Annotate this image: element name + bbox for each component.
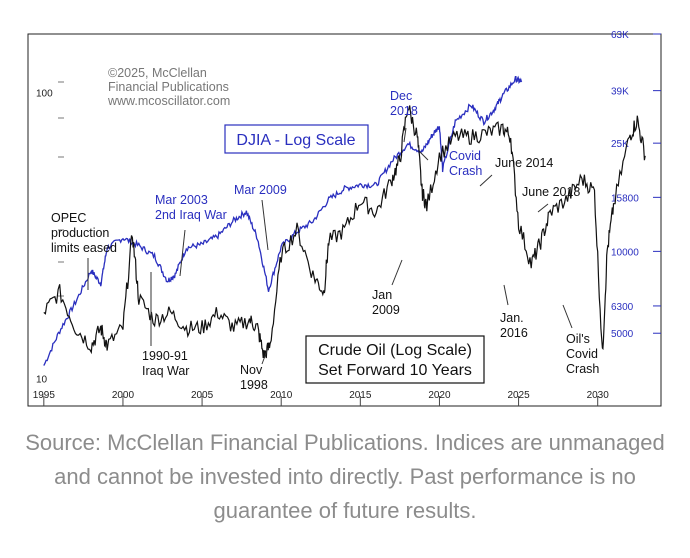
oil-label-line: Crude Oil (Log Scale) [318,342,472,359]
x-tick-label: 2030 [587,390,610,401]
x-tick-label: 2020 [428,390,451,401]
annotation-label: OPEC production limits eased [51,211,117,255]
annotation-pointers [87,127,573,365]
pointer-jan2009 [391,259,403,286]
y-right-tick-label: 39K [611,87,629,98]
pointer-mar2003 [179,229,186,277]
djia-title-box [224,124,369,154]
oil-label-box [305,335,485,384]
chart: 1995 2000 2005 2010 2015 2020 2025 2030 63K 39K 25… [27,30,662,407]
annotation-label: June 2018 [522,185,580,199]
x-tick-label: 1995 [33,390,56,401]
series [43,75,646,366]
annotation-label: Jan. 2016 [500,311,528,340]
pointer-dec2018 [403,127,407,143]
y-right-tick-label: 63K [611,30,629,41]
annotation-label: 1990-91 Iraq War [142,349,189,378]
y-right-tick-label: 25K [611,139,629,150]
copyright-line: ©2025, McClellan [108,66,207,80]
pointer-nov1998 [261,347,269,365]
y-right-tick-label: 6300 [611,302,634,313]
annotation-label: Oil's Covid Crash [566,332,599,376]
y-right-tick-label: 10000 [611,247,639,258]
pointer-june2014 [479,174,493,187]
x-tick-label: 2000 [112,390,135,401]
pointer-mar2009 [261,199,269,251]
pointer-covid [419,151,429,161]
annotation-labels: Dec 2018 Covid Crash Mar 2003 2nd Iraq War Mar… [51,66,599,392]
djia-series-line [43,75,523,366]
annotation-label: Dec 2018 [390,89,418,118]
y-right-tick-label: 5000 [611,329,634,340]
y-left-tick-label: 10 [36,374,48,385]
annotation-label: Nov 1998 [240,363,268,392]
annotation-label: Mar 2003 2nd Iraq War [155,193,227,222]
pointer-june2018 [537,203,549,213]
x-tick-label: 2015 [349,390,372,401]
x-tick-label: 2010 [270,390,293,401]
oil-label-line: Set Forward 10 Years [318,362,472,379]
annotation-label: June 2014 [495,156,553,170]
copyright-line: www.mcoscillator.com [107,94,230,108]
annotation-label: Jan 2009 [372,288,400,317]
pointer-oilcovid [562,304,573,329]
annotation-label: Covid Crash [449,149,482,178]
source-caption: Source: McClellan Financial Publications… [25,430,665,523]
y-left-tick-label: 100 [36,88,53,99]
annotation-label: Mar 2009 [234,183,287,197]
pointer-jan2016 [503,284,509,306]
copyright-line: Financial Publications [108,80,229,94]
x-tick-label: 2005 [191,390,214,401]
oil-series-line [43,105,646,359]
axes: 1995 2000 2005 2010 2015 2020 2025 2030 63K 39K 25… [33,30,661,406]
djia-title: DJIA - Log Scale [236,132,355,149]
x-tick-label: 2025 [507,390,530,401]
y-right-tick-label: 15800 [611,193,639,204]
